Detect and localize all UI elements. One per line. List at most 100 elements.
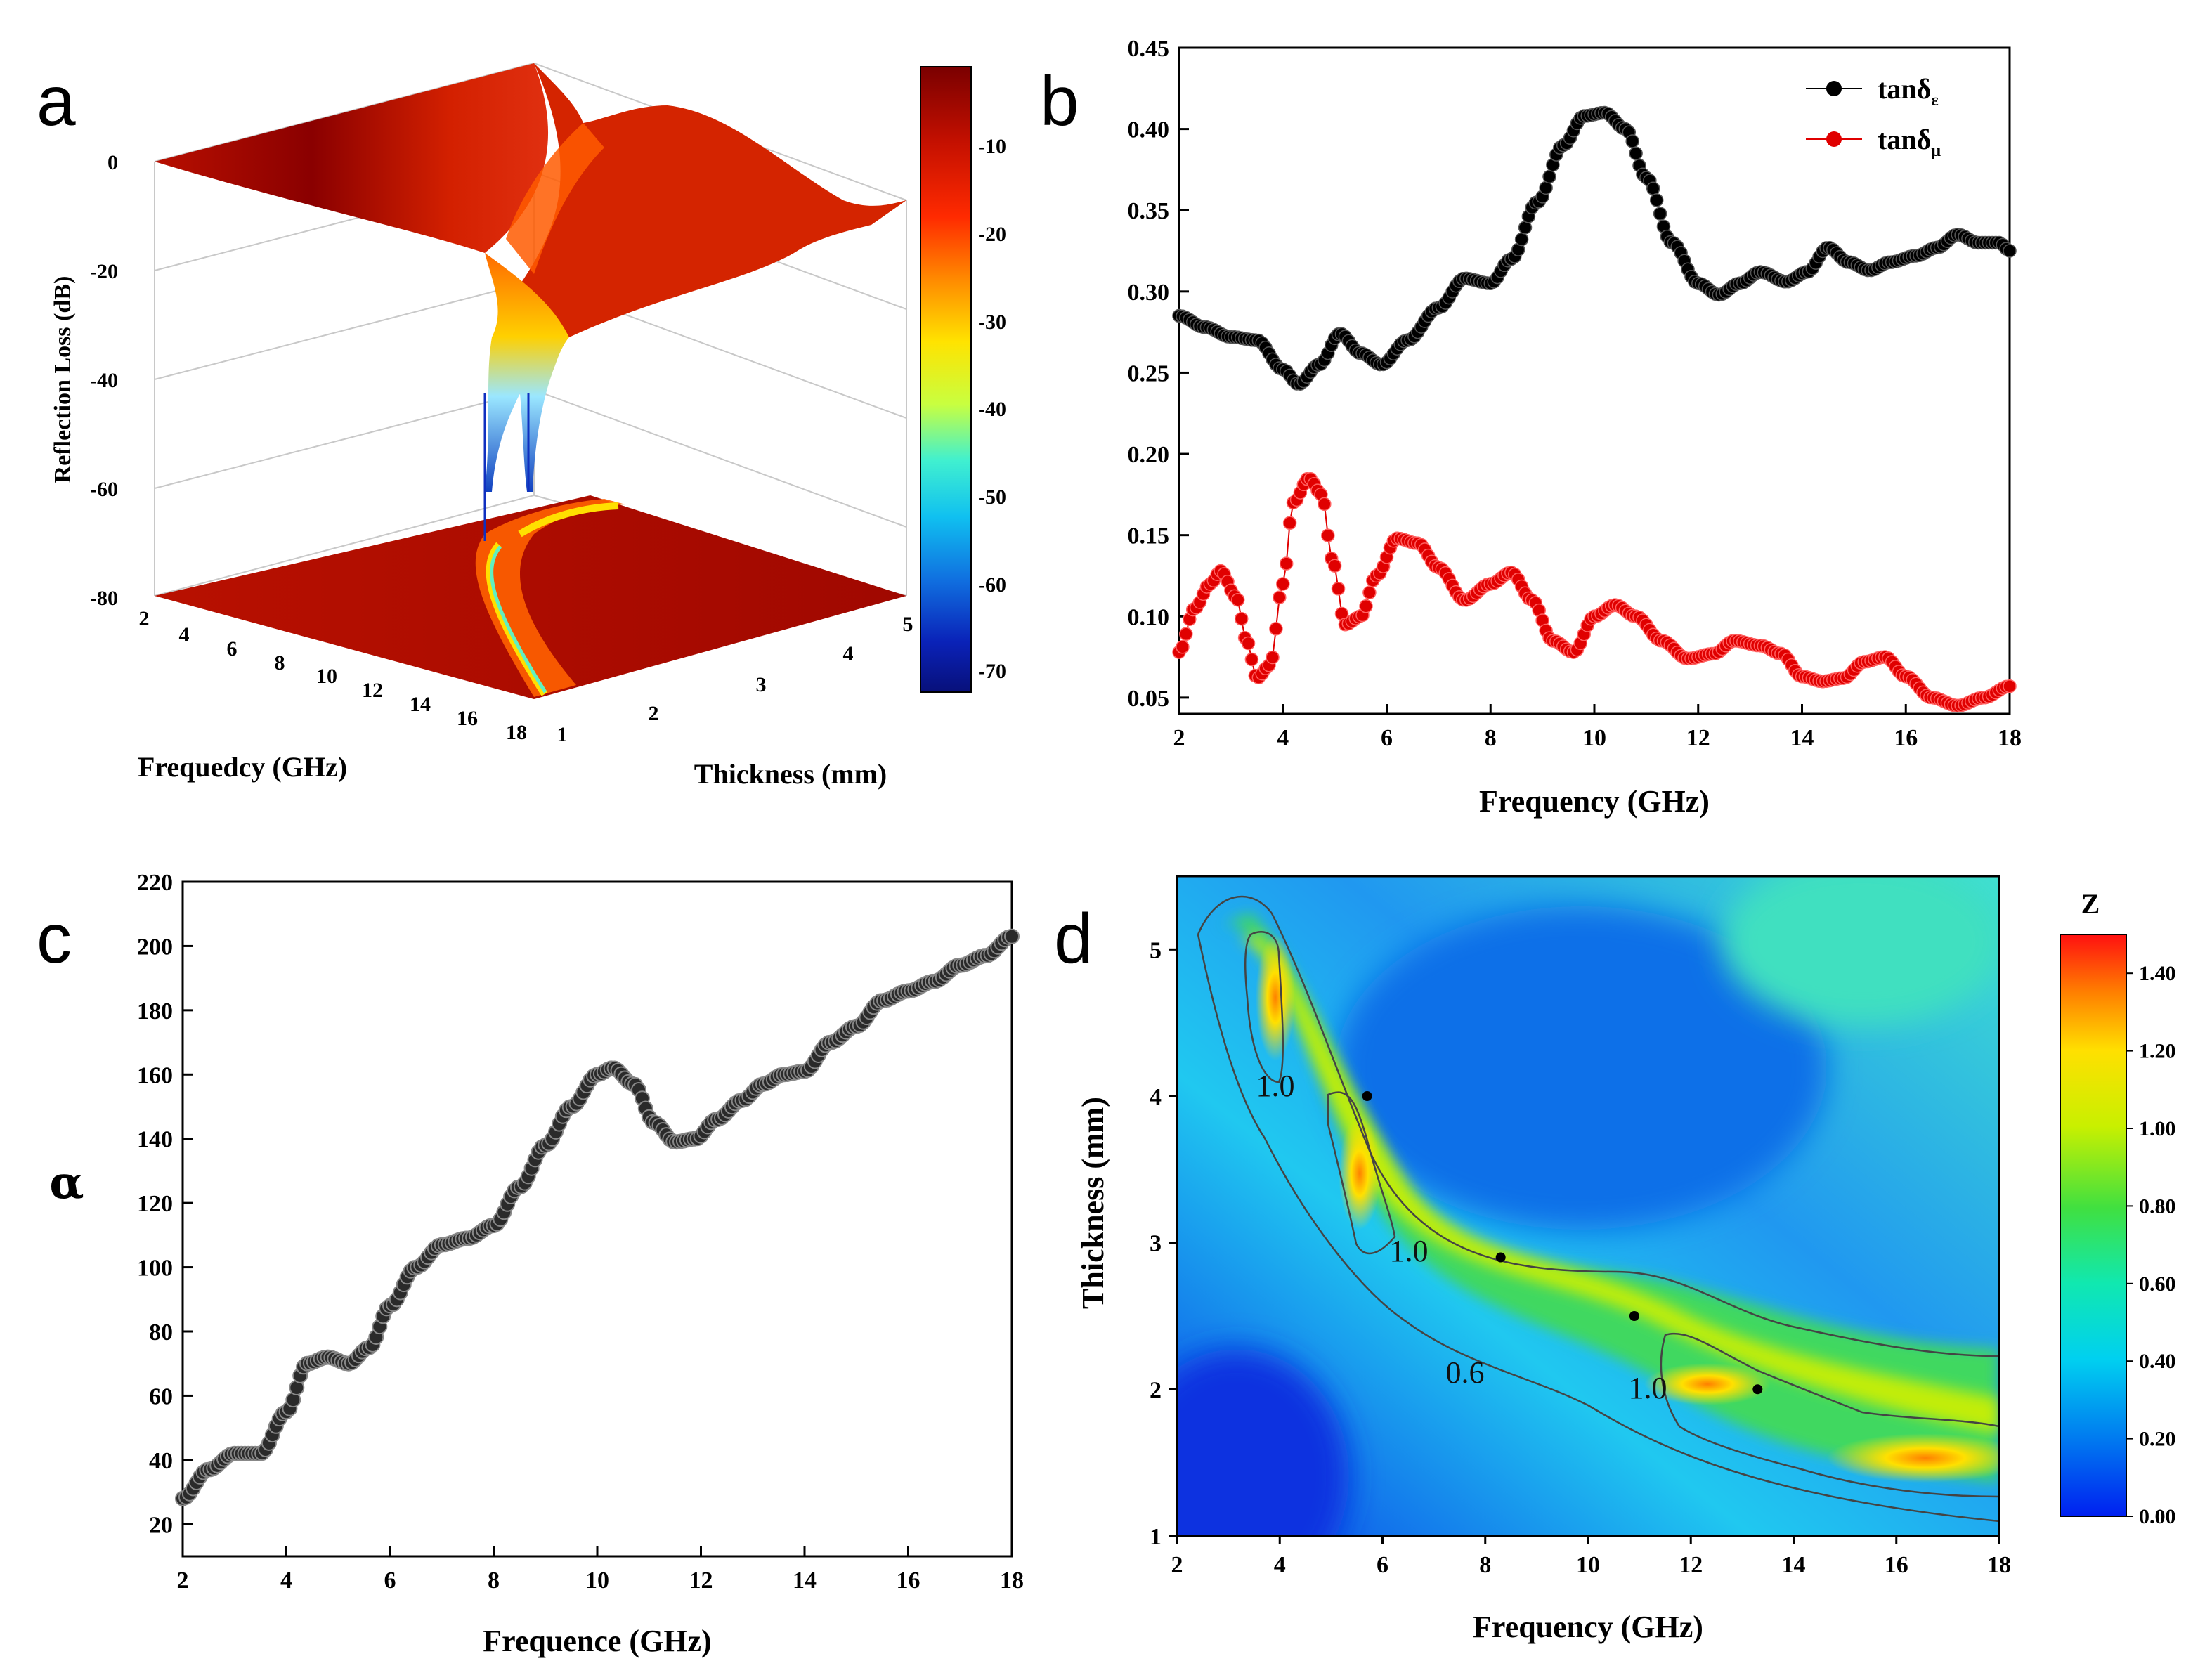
panel-a-surface-left [155,63,549,253]
panel-d-x-tick-label: 4 [1274,1552,1286,1578]
panel-d-y-tick-label: 2 [1150,1377,1162,1403]
panel-d-y-tick-label: 4 [1150,1084,1162,1110]
panel-d-letter: d [1054,899,1093,978]
panel-b-data-point [1282,516,1297,530]
contour-label: 1.0 [1629,1371,1667,1405]
panel-b-data-point [1542,169,1556,184]
panel-a-z-tick: -40 [90,369,118,392]
panel-d-colorbar-tick-label: 0.80 [2139,1194,2176,1218]
panel-c-y-tick-label: 80 [149,1320,173,1346]
panel-c-plot-frame [181,880,1013,1558]
panel-a-y-tick: 5 [903,613,913,636]
panel-b-y-tick-label: 0.10 [1128,604,1170,630]
panel-a-colorbar-tick: -20 [978,223,1006,246]
panel-d-matching-point [1362,1091,1372,1101]
panel-b-data-point [2003,679,2017,693]
panel-a-x-tick: 4 [179,623,190,646]
panel-d-colorbar-tick-label: 0.60 [2139,1272,2176,1296]
panel-b-data-point [1273,590,1287,604]
panel-d-colorbar-tick-label: 0.20 [2139,1428,2176,1451]
panel-c-y-tick-label: 140 [137,1127,173,1153]
panel-b-series-line [1178,478,2010,707]
panel-d-colorbar-tick-label: 1.20 [2139,1040,2176,1063]
panel-c-x-tick-label: 18 [1000,1568,1024,1594]
panel-a-x-tick: 12 [362,679,383,702]
panel-b-y-tick-label: 0.35 [1128,198,1170,224]
panel-d-x-tick-label: 14 [1782,1552,1806,1578]
panel-a-colorbar-tick: -30 [978,311,1006,334]
panel-b-data-point [1230,592,1245,607]
panel-d-x-tick-label: 6 [1377,1552,1388,1578]
panel-d-colorbar-tick-label: 1.40 [2139,962,2176,985]
panel-a-z-title: Reflection Loss (dB) [50,276,76,483]
panel-b-data-point [1362,585,1377,600]
contour-label: 1.0 [1256,1069,1295,1103]
panel-a-x-tick: 10 [316,665,337,688]
panel-c-x-tick-label: 10 [585,1568,609,1594]
panel-a-floor-projection [155,495,906,699]
panel-b-data-point [1318,497,1332,512]
panel-c-y-tick-label: 160 [137,1062,173,1088]
panel-b-x-tick-label: 2 [1173,725,1185,751]
panel-b-data-point [1244,652,1259,667]
panel-a-z-tick: -20 [90,260,118,283]
panel-c-y-tick-label: 200 [137,934,173,960]
panel-a-x-axis: 2 4 6 8 10 12 14 16 18 Frequedcy (GHz) [138,607,527,783]
panel-c-y-tick-label: 60 [149,1383,173,1409]
panel-d-matching-point [1629,1311,1639,1321]
panel-d-matching-point [1495,1252,1506,1263]
panel-c-x-tick-label: 12 [689,1568,713,1594]
panel-a-letter: a [37,62,76,141]
panel-b-x-title: Frequency (GHz) [1479,784,1710,819]
panel-d-colorbar: Z 0.00 0.20 0.40 0.60 0.80 1.00 1.20 1.40 [2060,888,2176,1528]
panel-b-y-tick-label: 0.45 [1128,36,1170,62]
panel-a-x-title: Frequedcy (GHz) [138,751,347,783]
legend-label-mu: tanδμ [1878,124,1941,160]
panel-a-colorbar-tick: -10 [978,135,1006,158]
panel-d-x-title: Frequency (GHz) [1473,1610,1703,1644]
panel-b-y-tick-label: 0.05 [1128,686,1170,712]
panel-b-data-point [1518,221,1533,235]
panel-d-x-tick-label: 2 [1171,1552,1183,1578]
panel-a-y-tick: 4 [843,642,854,665]
panel-b-data-point [1646,181,1660,196]
panel-d-y-tick-label: 1 [1150,1524,1162,1550]
panel-a-z-tick: -60 [90,478,118,501]
panel-c-y-tick-label: 220 [137,870,173,896]
panel-b-data-point [1539,181,1553,195]
panel-b-letter: b [1040,62,1079,141]
panel-c-x-tick-label: 14 [793,1568,817,1594]
panel-b-data-point [1176,640,1190,654]
panel-b-data-point [1179,627,1193,641]
panel-c-x-tick-label: 16 [897,1568,920,1594]
panel-a-y-tick: 2 [649,702,659,725]
panel-d-matching-points [1362,1091,1763,1395]
panel-b-x-tick-label: 6 [1381,725,1393,751]
panel-a-colorbar: -10 -20 -30 -40 -50 -60 -70 [920,66,1006,693]
panel-c-y-tick-label: 40 [149,1448,173,1474]
panel-b-data-point [1653,207,1667,221]
panel-b-data-point [1266,650,1280,665]
panel-d-x-tick-label: 8 [1479,1552,1491,1578]
panel-b-x-tick-label: 16 [1894,725,1918,751]
panel-b-data-point [1514,232,1529,247]
panel-b-data-point [1327,559,1342,573]
panel-d-x-tick-label: 10 [1576,1552,1600,1578]
panel-c-y-title: α [49,1157,84,1209]
panel-a-x-tick: 2 [139,607,150,630]
panel-a-z-axis: 0 -20 -40 -60 -80 Reflection Loss (dB) [50,151,118,610]
panel-a-y-axis: 1 2 3 4 5 Thickness (mm) [557,613,913,790]
panel-c-y-tick-label: 20 [149,1512,173,1538]
panel-d-colorbar-tick-label: 0.00 [2139,1505,2176,1528]
legend-label-eps: tanδε [1878,73,1939,110]
panel-b-y-tick-label: 0.20 [1128,442,1170,468]
panel-b-y-tick-label: 0.30 [1128,280,1170,306]
panel-c-data-point [1004,928,1020,944]
panel-d-colorbar-title: Z [2081,888,2100,920]
panel-d-matching-point [1752,1384,1763,1395]
panel-d-x-tick-label: 18 [1987,1552,2011,1578]
panel-c-y-tick-label: 100 [137,1256,173,1282]
